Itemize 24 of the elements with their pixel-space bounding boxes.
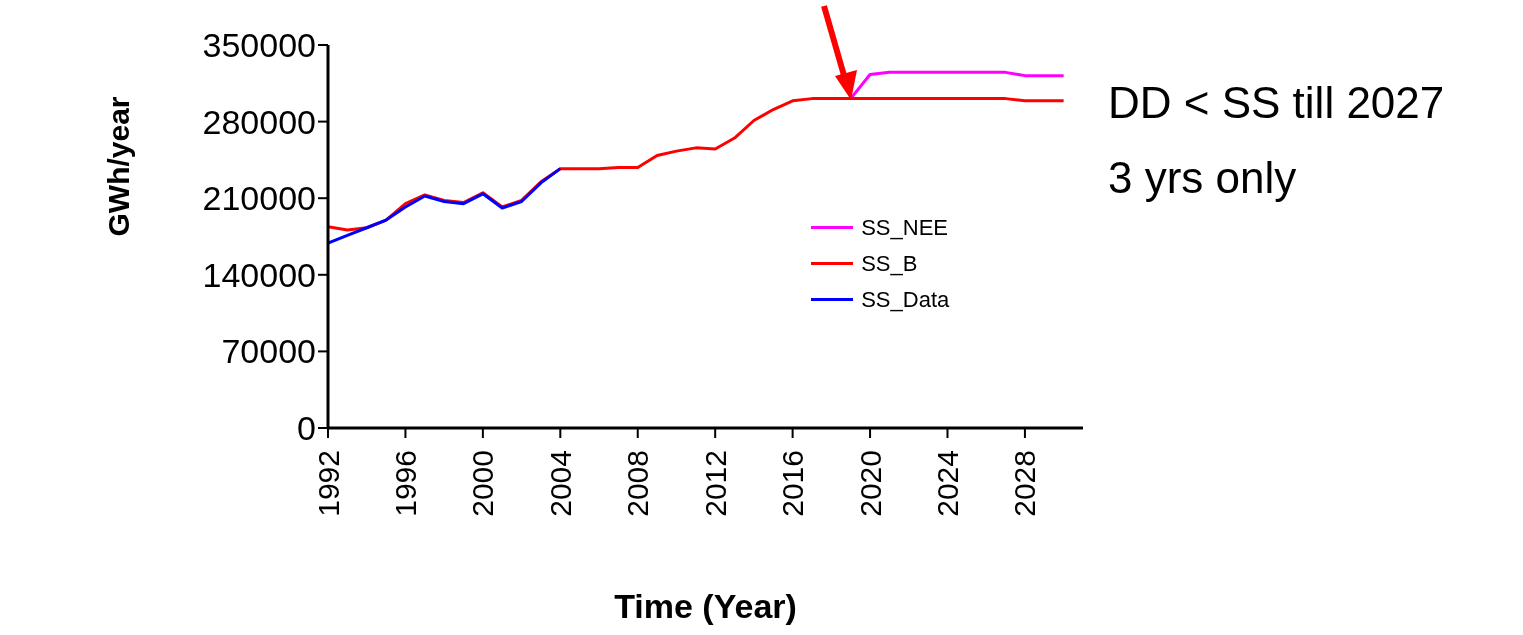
x-tick-label: 2024	[930, 450, 964, 517]
legend-label: SS_NEE	[861, 214, 949, 241]
x-tick-label: 1996	[388, 450, 422, 517]
y-tick-label: 280000	[202, 102, 316, 141]
y-tick-label: 140000	[202, 255, 316, 294]
x-tick-label: 2028	[1008, 450, 1042, 517]
x-tick-label: 2012	[698, 450, 732, 517]
y-tick-label: 210000	[202, 179, 316, 218]
y-axis-title: GWh/year	[101, 96, 135, 237]
x-tick-label: 1992	[311, 450, 345, 517]
y-tick-label: 70000	[221, 332, 316, 371]
line-series	[328, 167, 562, 245]
text: 3 yrs only	[1108, 153, 1297, 203]
legend-label: SS_B	[861, 250, 918, 277]
text: DD < SS till 2027	[1108, 78, 1445, 128]
y-tick-label: 0	[297, 409, 316, 448]
x-axis-title: Time (Year)	[614, 587, 797, 625]
legend-label: SS_Data	[861, 286, 950, 313]
x-tick-label: 2008	[621, 450, 655, 517]
x-tick-label: 2016	[776, 450, 810, 517]
y-tick-label: 350000	[202, 26, 316, 65]
x-tick-label: 2004	[543, 450, 577, 517]
x-tick-label: 2020	[853, 450, 887, 517]
x-tick-label: 2000	[466, 450, 500, 517]
